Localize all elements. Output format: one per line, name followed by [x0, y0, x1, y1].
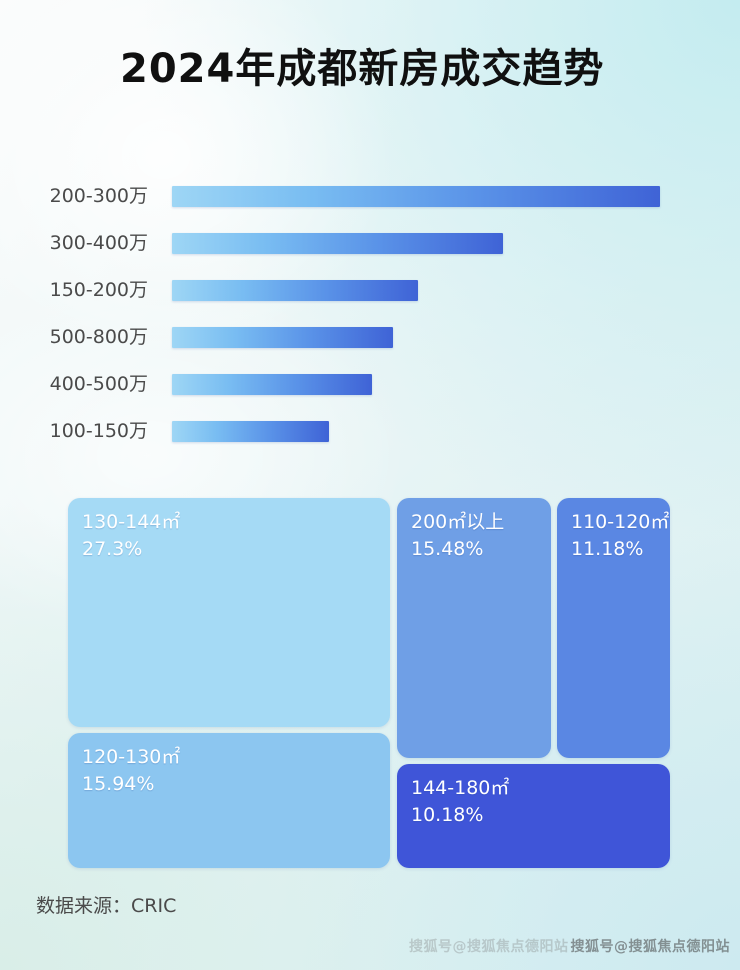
bar-fill-150-200万[interactable] [172, 280, 418, 301]
bar-fill-200-300万[interactable] [172, 186, 660, 207]
bar-row: 400-500万 [0, 371, 740, 397]
bar-label-400-500万: 400-500万 [49, 373, 148, 395]
bar-fill-100-150万[interactable] [172, 421, 329, 442]
bar-fill-400-500万[interactable] [172, 374, 372, 395]
treemap-tile-text: 120-130㎡ 15.94% [82, 744, 180, 798]
bar-fill-500-800万[interactable] [172, 327, 393, 348]
bar-track [172, 280, 670, 301]
bar-label-150-200万: 150-200万 [49, 279, 148, 301]
treemap-tile-text: 200㎡以上 15.48% [411, 509, 504, 563]
bar-row: 150-200万 [0, 277, 740, 303]
data-source-note: 数据来源：CRIC [36, 895, 177, 917]
bar-track [172, 233, 670, 254]
treemap-tile-label: 200㎡以上 [411, 511, 505, 533]
treemap-tile-144-180[interactable]: 144-180㎡ 10.18% [397, 764, 670, 868]
treemap-tile-percent: 10.18% [411, 804, 484, 826]
watermark: 搜狐号@搜狐焦点德阳站 搜狐号@搜狐焦点德阳站 [409, 936, 730, 956]
treemap-tile-text: 144-180㎡ 10.18% [411, 775, 509, 829]
treemap-tile-120-130[interactable]: 120-130㎡ 15.94% [68, 733, 390, 868]
bar-track [172, 421, 670, 442]
treemap-tile-percent: 27.3% [82, 538, 143, 560]
treemap-tile-label: 120-130㎡ [82, 746, 181, 768]
bar-track [172, 186, 670, 207]
treemap-tile-text: 110-120㎡ 11.18% [571, 509, 669, 563]
bar-track [172, 327, 670, 348]
treemap-tile-label: 110-120㎡ [571, 511, 670, 533]
bar-label-200-300万: 200-300万 [49, 185, 148, 207]
treemap-tile-percent: 11.18% [571, 538, 644, 560]
bar-fill-300-400万[interactable] [172, 233, 503, 254]
treemap-tile-label: 144-180㎡ [411, 777, 510, 799]
bar-label-100-150万: 100-150万 [49, 420, 148, 442]
treemap-tile-percent: 15.48% [411, 538, 484, 560]
treemap-tile-text: 130-144㎡ 27.3% [82, 509, 180, 563]
treemap-tile-percent: 15.94% [82, 773, 155, 795]
bar-row: 100-150万 [0, 418, 740, 444]
watermark-text: 搜狐号@搜狐焦点德阳站 [570, 939, 730, 955]
watermark-ghost-text: 搜狐号@搜狐焦点德阳站 [409, 939, 569, 955]
treemap-tile-130-144[interactable]: 130-144㎡ 27.3% [68, 498, 390, 727]
bar-label-500-800万: 500-800万 [49, 326, 148, 348]
bar-label-300-400万: 300-400万 [49, 232, 148, 254]
bar-row: 300-400万 [0, 230, 740, 256]
treemap-tile-110-120[interactable]: 110-120㎡ 11.18% [557, 498, 670, 758]
treemap-tile-200-plus[interactable]: 200㎡以上 15.48% [397, 498, 551, 758]
page-title: 2024年成都新房成交趋势 [120, 46, 605, 92]
treemap-tile-label: 130-144㎡ [82, 511, 181, 533]
bar-track [172, 374, 670, 395]
bar-row: 200-300万 [0, 183, 740, 209]
bar-chart: 200-300万 300-400万 150-200万 500-800万 400-500万… [0, 175, 740, 450]
bar-row: 500-800万 [0, 324, 740, 350]
